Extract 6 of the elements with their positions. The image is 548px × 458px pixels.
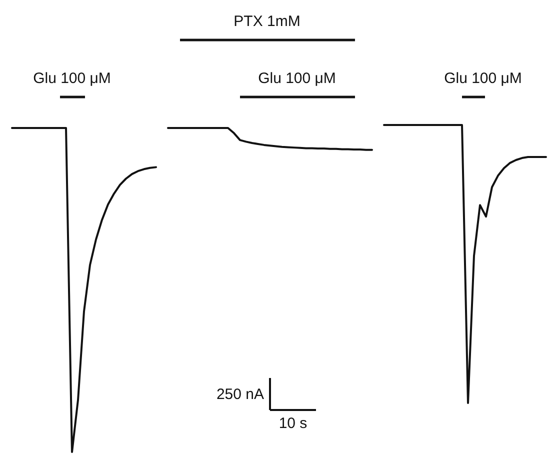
text: Glu 100 μM: [33, 70, 111, 87]
annotation: 250 nA: [216, 386, 264, 403]
text: Glu 100 μM: [258, 70, 336, 87]
text: Glu 100 μM: [444, 70, 522, 87]
annotation: 10 s: [278, 415, 308, 432]
text: PTX 1mM: [234, 13, 300, 30]
